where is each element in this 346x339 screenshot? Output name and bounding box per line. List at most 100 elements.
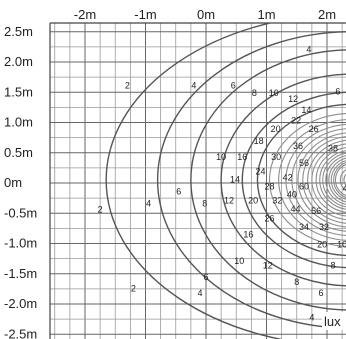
y-tick-label: -1.0m	[4, 236, 37, 251]
isoline-10	[241, 91, 346, 269]
y-tick-label: 0.5m	[4, 145, 33, 160]
isoline-36	[325, 155, 346, 205]
isoline-label: 28	[265, 182, 275, 192]
isoline-label: 8	[252, 88, 257, 98]
isoline-12	[256, 103, 346, 257]
isoline-24	[302, 136, 346, 224]
isoline-42	[333, 162, 346, 198]
isoline-label: 56	[311, 206, 321, 216]
isoline-label: 6	[318, 288, 323, 298]
isoline-14	[268, 113, 346, 247]
isoline-label: 34	[299, 222, 309, 232]
isoline-6	[190, 49, 346, 311]
isoline-44	[334, 163, 346, 196]
isoline-label: 42	[283, 173, 293, 183]
isoline-22	[297, 132, 346, 228]
isoline-4	[156, 31, 346, 329]
isoline-label: 4	[309, 312, 314, 322]
isoline-label: 8	[294, 277, 299, 287]
isoline-label: 12	[263, 260, 273, 270]
isoline-8	[220, 73, 346, 287]
isoline-label: 6	[231, 81, 236, 91]
isoline-label: 22	[291, 116, 301, 126]
isoline-label: 12	[224, 196, 234, 206]
isoline-label: 4	[306, 44, 311, 54]
x-tick-label: -2m	[74, 7, 96, 22]
isoline-label: 16	[243, 229, 253, 239]
grid	[49, 22, 346, 339]
isoline-label: 26	[265, 214, 275, 224]
y-tick-label: 0m	[4, 175, 22, 190]
isoline-label: 36	[293, 141, 303, 151]
isoline-label: 16	[237, 152, 247, 162]
isoline-26	[307, 139, 346, 221]
x-tick-label: 0m	[197, 7, 215, 22]
isoline-label: 4	[191, 81, 196, 91]
isoline-label: 60	[299, 182, 309, 192]
isoline-label: 20	[271, 124, 281, 134]
isoline-28	[311, 143, 346, 217]
isoline-label: 32	[319, 222, 329, 232]
y-tick-label: 2.0m	[4, 54, 33, 69]
isoline-label: 4	[146, 199, 151, 209]
isoline-label: 40	[287, 189, 297, 199]
isoline-60	[343, 173, 346, 187]
isoline-label: 18	[254, 136, 264, 146]
isoline-label: 32	[272, 196, 282, 206]
isoline-label: 14	[301, 105, 311, 115]
isoline-label: 8	[331, 260, 336, 270]
isoline-label: 4	[343, 183, 346, 193]
unit-label-background	[322, 312, 346, 330]
y-tick-label: -2.0m	[4, 296, 37, 311]
y-tick-label: 1.0m	[4, 115, 33, 130]
isoline-label: 4	[197, 288, 202, 298]
isoline-30	[315, 147, 346, 213]
y-tick-label: 2.5m	[4, 24, 33, 39]
isoline-label: 6	[176, 186, 181, 196]
tick-labels: -2m -1m 0m 1m 2m 2.5m 2.0m 1.5m 1.0m 0.5m 0m -0.5m -…	[4, 7, 336, 339]
isoline-label: 10	[337, 240, 346, 250]
isoline-label: 44	[291, 204, 301, 214]
isoline-label: 12	[288, 94, 298, 104]
isoline-label: 30	[271, 152, 281, 162]
isoline-label: 26	[309, 124, 319, 134]
unit-label-group: lux	[322, 312, 346, 330]
isoline-2	[105, 23, 283, 339]
y-tick-label: 1.5m	[4, 84, 33, 99]
isoline-label: 6	[335, 87, 340, 97]
isoline-label: 8	[202, 199, 207, 209]
isoline-label: 14	[230, 174, 240, 184]
isoline-label: 6	[203, 272, 208, 282]
x-tick-label: -1m	[134, 7, 156, 22]
unit-label: lux	[324, 314, 341, 329]
isoline-label: 2	[125, 81, 130, 91]
isoline-label: 10	[234, 256, 244, 266]
isoline-56	[339, 169, 346, 191]
x-tick-label: 2m	[318, 7, 336, 22]
y-tick-label: -0.5m	[4, 205, 37, 220]
isoline-label: 20	[317, 240, 327, 250]
isoline-16	[278, 119, 346, 241]
isoline-40	[330, 160, 346, 200]
isoline-38	[328, 157, 346, 203]
isoline-label: 56	[299, 158, 309, 168]
isoline-label: 2	[98, 205, 103, 215]
isoline-label: 24	[255, 166, 265, 176]
isoline-32	[319, 150, 346, 210]
isoline-label: 10	[216, 152, 226, 162]
isoline-label: 20	[248, 196, 258, 206]
x-tick-label: 1m	[257, 7, 275, 22]
y-tick-label: -1.5m	[4, 266, 37, 281]
isoline-label: 38	[328, 143, 338, 153]
isoline-20	[291, 128, 346, 232]
isoline-label: 10	[269, 88, 279, 98]
isolines	[105, 23, 346, 339]
isoline-18	[285, 123, 346, 237]
isoline-label: 2	[131, 283, 136, 293]
y-tick-label: -2.5m	[4, 326, 37, 339]
isoline-34	[322, 152, 346, 208]
